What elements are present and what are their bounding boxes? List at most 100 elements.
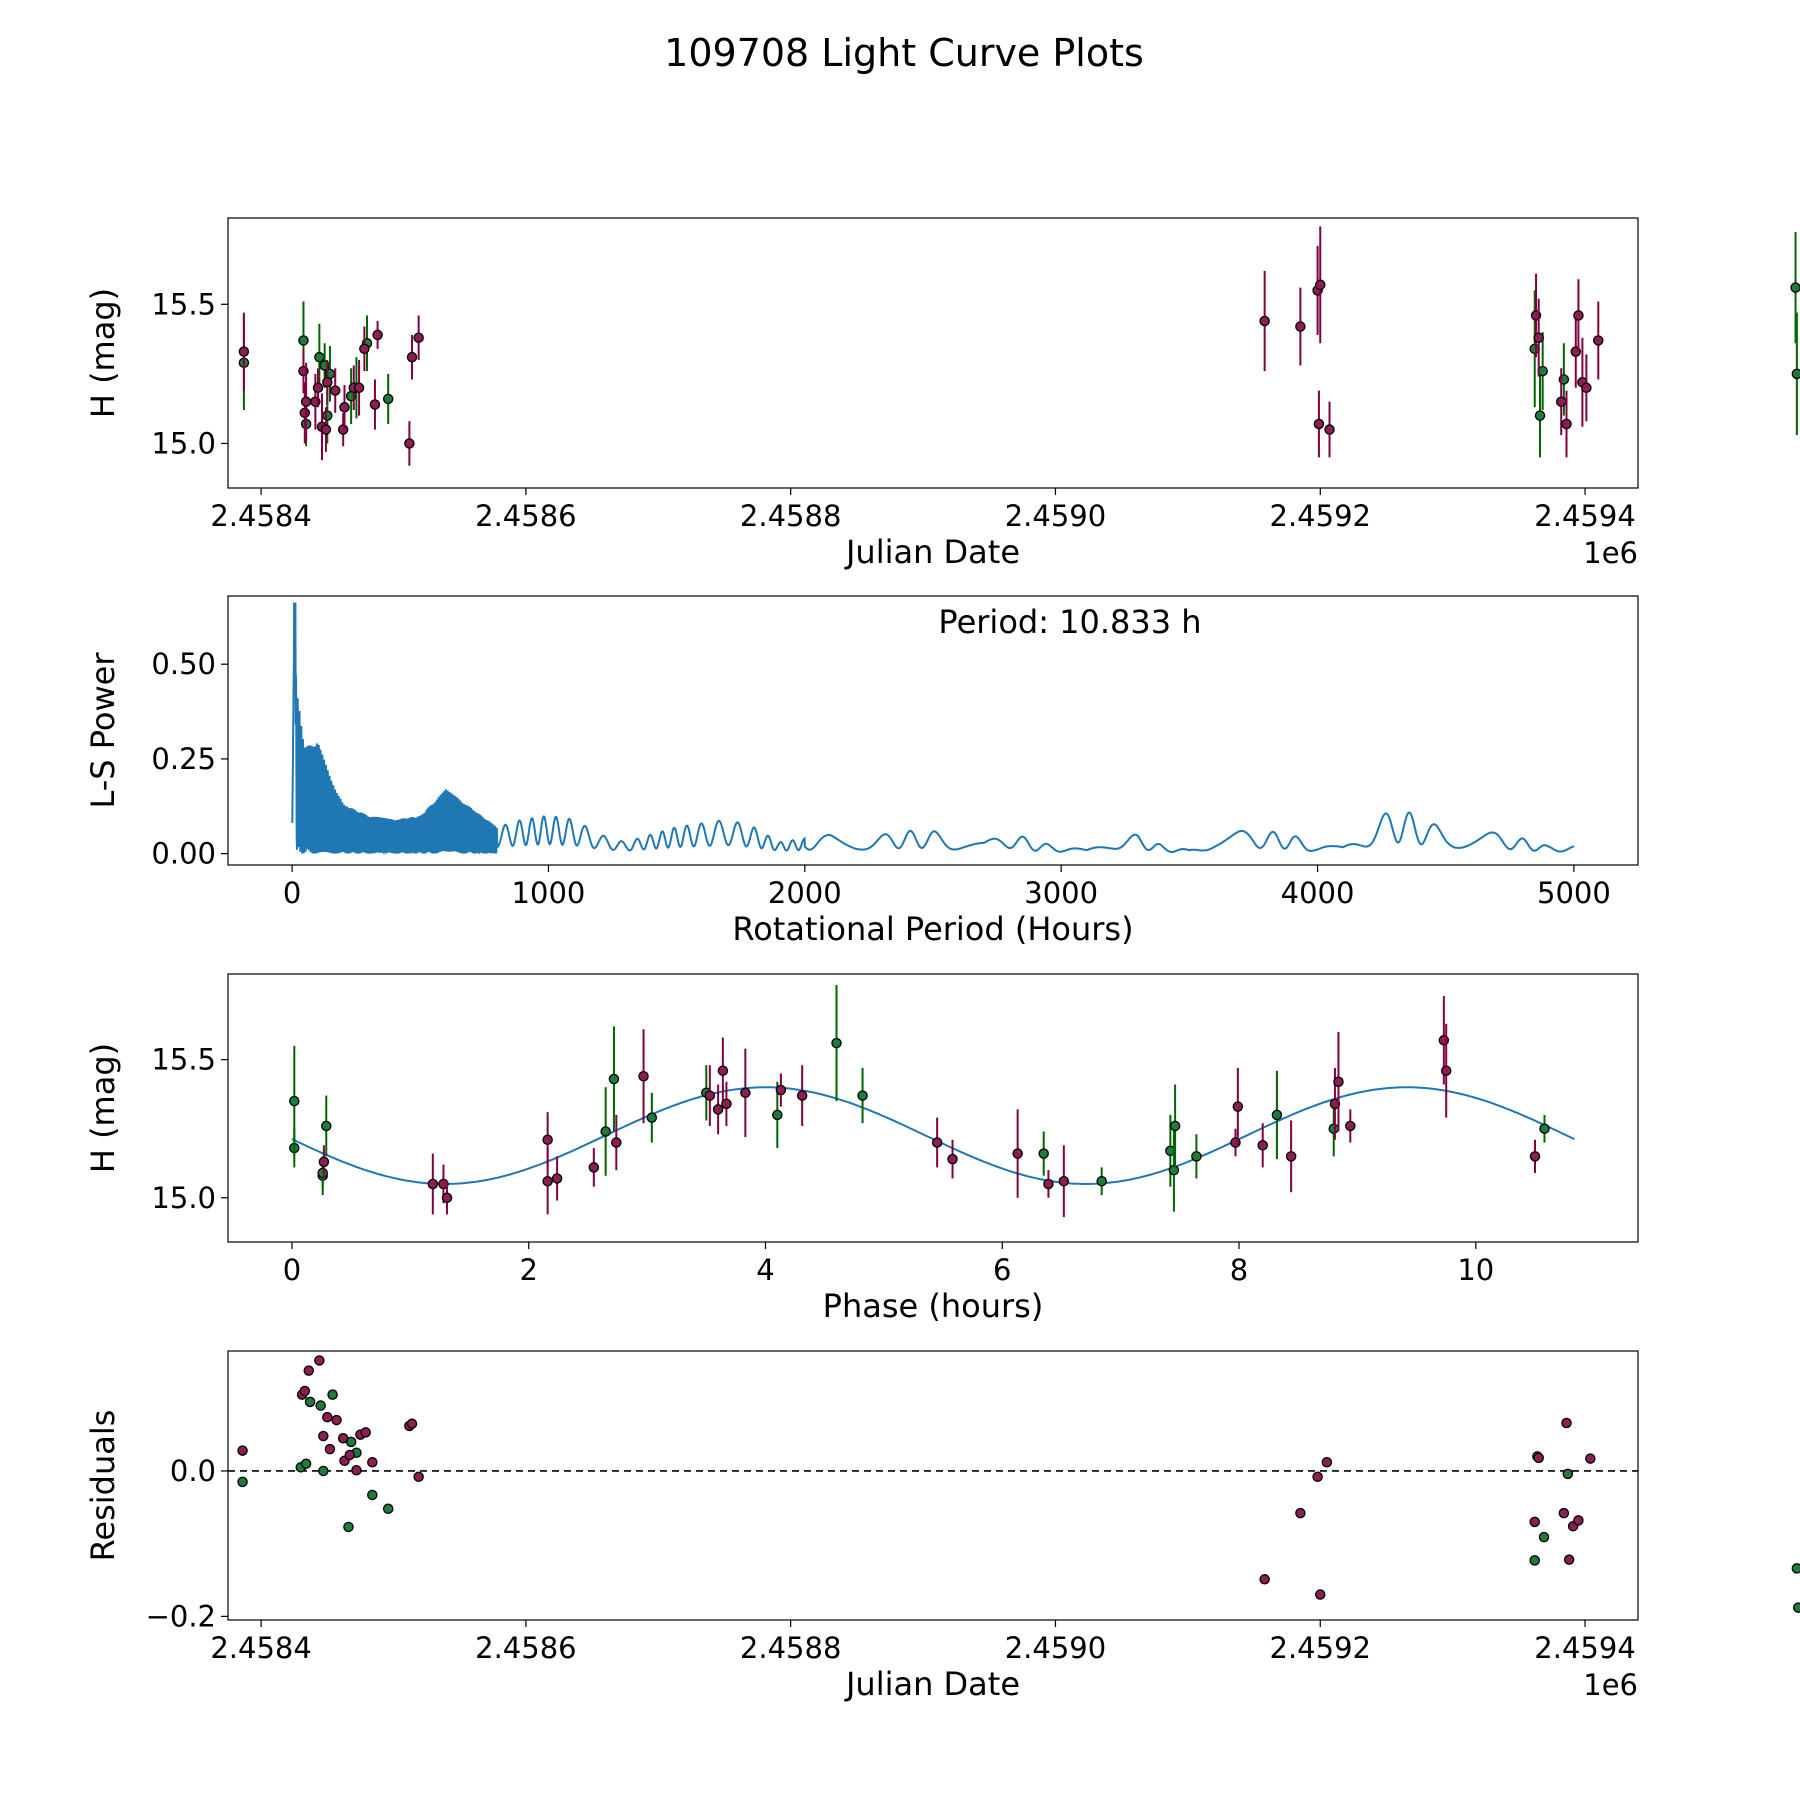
x-tick-label: 2.4590 xyxy=(1005,1631,1106,1665)
data-point-green xyxy=(318,1465,329,1477)
periodogram-line xyxy=(291,602,1575,856)
data-point-maroon xyxy=(588,1162,600,1173)
data-point-maroon xyxy=(372,329,383,341)
data-point-maroon xyxy=(1259,1574,1270,1585)
data-point-green xyxy=(1168,1164,1180,1176)
x-tick-label: 2.4588 xyxy=(740,1631,841,1665)
data-point-maroon xyxy=(1345,1120,1356,1132)
data-point-maroon xyxy=(337,1432,349,1444)
residuals-ylabel: Residuals xyxy=(84,1410,122,1562)
data-point-maroon xyxy=(322,376,333,388)
data-point-green xyxy=(321,1120,332,1132)
data-point-green xyxy=(300,1458,312,1469)
data-point-maroon xyxy=(1573,1515,1584,1526)
y-tick-label: 0.00 xyxy=(151,837,216,871)
data-point-green xyxy=(327,1389,338,1400)
data-point-maroon xyxy=(1313,418,1325,430)
data-point-maroon xyxy=(1315,279,1326,291)
data-point-maroon xyxy=(413,1471,424,1483)
residuals-x-offset: 1e6 xyxy=(1583,1668,1638,1702)
data-point-maroon xyxy=(1315,1589,1326,1600)
data-point-maroon xyxy=(542,1175,553,1187)
phased-frame xyxy=(227,973,1639,1243)
data-point-maroon xyxy=(413,332,424,343)
data-point-maroon xyxy=(339,402,350,413)
data-point-maroon xyxy=(314,1355,325,1366)
data-point-green xyxy=(1792,1602,1800,1613)
data-point-maroon xyxy=(1333,1076,1344,1088)
x-tick-label: 2.4590 xyxy=(1005,499,1106,533)
x-tick-label: 0 xyxy=(283,876,301,910)
data-point-maroon xyxy=(1593,335,1604,346)
data-point-green xyxy=(317,1167,328,1179)
data-point-maroon xyxy=(931,1137,943,1148)
data-point-maroon xyxy=(238,346,250,357)
x-tick-label: 2 xyxy=(519,1253,537,1287)
data-point-green xyxy=(304,1396,316,1408)
data-point-green xyxy=(1096,1175,1107,1187)
y-tick-label: 15.5 xyxy=(151,287,216,321)
data-point-maroon xyxy=(329,385,341,396)
data-point-green xyxy=(1169,1120,1181,1132)
lightcurve-xlabel: Julian Date xyxy=(844,533,1020,571)
data-point-green xyxy=(1038,1148,1049,1159)
data-point-maroon xyxy=(1558,1507,1570,1519)
y-tick-label: 15.0 xyxy=(151,426,216,460)
data-point-maroon xyxy=(551,1173,563,1184)
residuals-xlabel: Julian Date xyxy=(844,1665,1020,1703)
data-point-maroon xyxy=(299,1385,311,1397)
data-point-green xyxy=(857,1090,868,1101)
lightcurve-axes: 2.4584 2.4586 2.4588 2.4590 2.4592 2.4594 15.0… xyxy=(84,217,1639,571)
data-point-maroon xyxy=(337,424,349,435)
periodogram-frame xyxy=(227,595,1639,866)
data-point-maroon xyxy=(1232,1101,1244,1112)
data-point-maroon xyxy=(1573,310,1584,321)
periodogram-xlabel: Rotational Period (Hours) xyxy=(732,910,1133,948)
y-tick-label: 15.0 xyxy=(151,1181,216,1215)
data-point-maroon xyxy=(312,382,324,394)
y-tick-label: −0.2 xyxy=(146,1599,216,1633)
lightcurve-frame xyxy=(227,217,1639,489)
data-point-maroon xyxy=(1324,424,1335,435)
figure-title: 109708 Light Curve Plots xyxy=(664,31,1144,75)
x-tick-label: 8 xyxy=(1230,1253,1248,1287)
x-tick-label: 5000 xyxy=(1537,876,1611,910)
data-point-green xyxy=(646,1112,658,1123)
data-point-green xyxy=(1791,1563,1800,1574)
x-tick-label: 4 xyxy=(756,1253,774,1287)
data-point-maroon xyxy=(360,1427,371,1438)
data-point-green xyxy=(600,1126,611,1137)
data-point-green xyxy=(314,351,325,363)
data-point-green xyxy=(1538,1531,1550,1543)
data-point-maroon xyxy=(638,1070,649,1082)
data-point-maroon xyxy=(351,1464,362,1476)
data-point-maroon xyxy=(611,1137,622,1148)
data-point-maroon xyxy=(1529,1151,1541,1162)
lightcurve-points xyxy=(238,226,1800,466)
x-tick-label: 2.4586 xyxy=(475,1631,576,1665)
y-tick-label: 0.25 xyxy=(151,742,216,776)
data-point-maroon xyxy=(1533,332,1544,343)
residuals-axes: 2.4584 2.4586 2.4588 2.4590 2.4592 2.4594 −0.2… xyxy=(84,1350,1639,1703)
data-point-green xyxy=(1529,1555,1540,1566)
data-point-maroon xyxy=(344,1449,356,1461)
data-point-green xyxy=(1539,1123,1550,1134)
x-tick-label: 2.4592 xyxy=(1270,1631,1371,1665)
data-point-maroon xyxy=(406,1418,418,1429)
data-point-maroon xyxy=(947,1153,958,1165)
data-point-maroon xyxy=(1259,315,1270,327)
data-point-maroon xyxy=(1043,1178,1054,1190)
data-point-maroon xyxy=(717,1065,729,1076)
data-point-maroon xyxy=(353,382,365,394)
x-tick-label: 2.4594 xyxy=(1534,499,1635,533)
data-point-green xyxy=(298,335,309,346)
data-point-maroon xyxy=(331,1414,342,1426)
data-point-maroon xyxy=(1285,1151,1297,1162)
lightcurve-ylabel: H (mag) xyxy=(84,288,122,418)
data-point-maroon xyxy=(1058,1175,1070,1187)
periodogram-axes: 0 1000 2000 3000 4000 5000 0.00 0.25 0.50 Rotatio… xyxy=(84,595,1639,948)
data-point-green xyxy=(382,1503,394,1515)
phased-points xyxy=(289,985,1550,1218)
data-point-green xyxy=(1328,1123,1339,1134)
